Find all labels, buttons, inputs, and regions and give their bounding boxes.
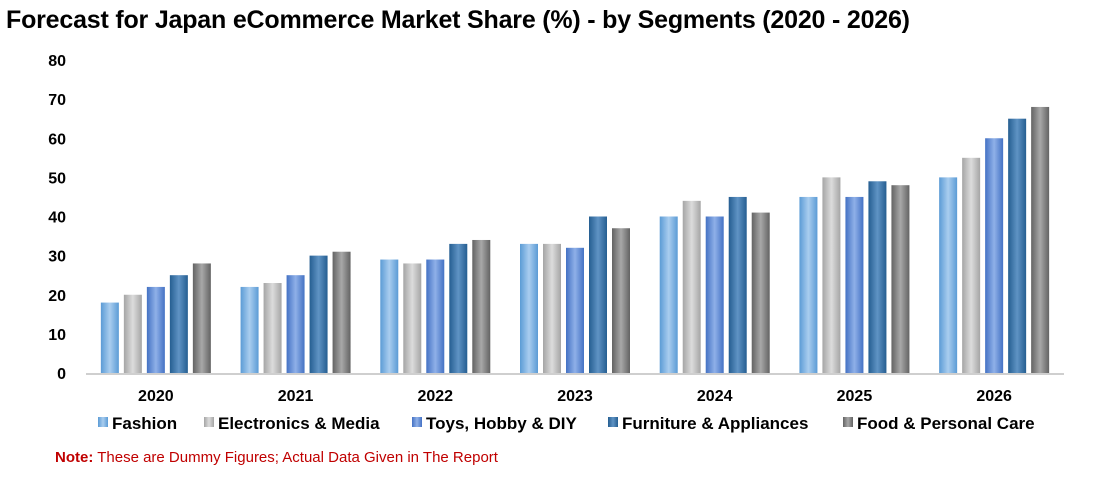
bar-furniture-appliances-2020 [169,275,188,373]
legend: Fashion Electronics & Media Toys, Hobby & … [98,414,1035,433]
bar-fashion-2026 [939,177,958,373]
bar-electronics-media-2024 [682,200,701,373]
bar-food-personal-care-2025 [891,185,910,373]
bar-toys-hobby-diy-2022 [426,259,445,373]
y-tick-label: 50 [48,170,66,187]
bar-furniture-appliances-2023 [589,216,607,373]
bar-food-personal-care-2023 [612,228,630,373]
legend-label-furniture-appliances: Furniture & Appliances [622,414,808,433]
bar-electronics-media-2025 [822,177,841,373]
x-tick-label: 2024 [697,388,733,405]
bar-toys-hobby-diy-2025 [845,196,864,373]
legend-swatch-fashion [98,417,108,427]
note-label: Note: [55,449,94,466]
x-tick-label: 2023 [557,388,593,405]
y-tick-label: 20 [48,288,66,305]
bar-toys-hobby-diy-2021 [286,275,305,373]
bar-fashion-2023 [520,243,538,373]
bar-furniture-appliances-2021 [309,255,328,373]
bar-toys-hobby-diy-2023 [566,247,584,373]
bar-fashion-2025 [799,196,818,373]
bar-electronics-media-2023 [543,243,561,373]
note-text: These are Dummy Figures; Actual Data Giv… [93,449,498,466]
legend-swatch-food-personal-care [843,417,853,427]
bar-fashion-2022 [380,259,399,373]
footnote: Note: These are Dummy Figures; Actual Da… [55,449,498,466]
bar-food-personal-care-2022 [472,239,491,373]
y-tick-label: 30 [48,249,66,266]
y-tick-label: 40 [48,210,66,227]
bar-electronics-media-2022 [403,263,422,373]
x-tick-label: 2020 [138,388,174,405]
bar-toys-hobby-diy-2026 [985,138,1004,373]
bar-toys-hobby-diy-2024 [705,216,724,373]
bar-food-personal-care-2024 [751,212,770,373]
bar-fashion-2024 [659,216,678,373]
x-tick-label: 2022 [417,388,453,405]
chart-title: Forecast for Japan eCommerce Market Shar… [6,6,910,34]
bar-toys-hobby-diy-2020 [146,286,165,373]
x-tick-label: 2025 [837,388,873,405]
legend-swatch-toys-hobby-diy [412,417,422,427]
x-tick-label: 2026 [976,388,1012,405]
bar-fashion-2021 [240,286,259,373]
y-axis: 0 10 20 30 40 50 60 70 80 [48,53,66,383]
bar-fashion-2020 [100,302,119,373]
legend-label-electronics-media: Electronics & Media [218,414,380,433]
legend-label-fashion: Fashion [112,414,177,433]
bar-food-personal-care-2020 [192,263,211,373]
bar-furniture-appliances-2025 [868,181,887,373]
x-axis: 2020 2021 2022 2023 2024 2025 2026 [86,373,1064,405]
bar-food-personal-care-2026 [1031,106,1050,373]
legend-swatch-electronics-media [204,417,214,427]
bar-food-personal-care-2021 [332,251,351,373]
legend-label-toys-hobby-diy: Toys, Hobby & DIY [426,414,577,433]
x-tick-label: 2021 [278,388,314,405]
bar-furniture-appliances-2026 [1008,118,1027,373]
y-tick-label: 80 [48,53,66,70]
y-tick-label: 70 [48,92,66,109]
y-tick-label: 0 [57,366,66,383]
legend-label-food-personal-care: Food & Personal Care [857,414,1035,433]
y-tick-label: 60 [48,131,66,148]
bar-electronics-media-2021 [263,283,282,373]
bars [100,106,1050,373]
bar-electronics-media-2020 [123,294,142,373]
legend-swatch-furniture-appliances [608,417,618,427]
y-tick-label: 10 [48,327,66,344]
bar-electronics-media-2026 [962,157,981,373]
bar-furniture-appliances-2022 [449,243,468,373]
bar-furniture-appliances-2024 [728,196,747,373]
